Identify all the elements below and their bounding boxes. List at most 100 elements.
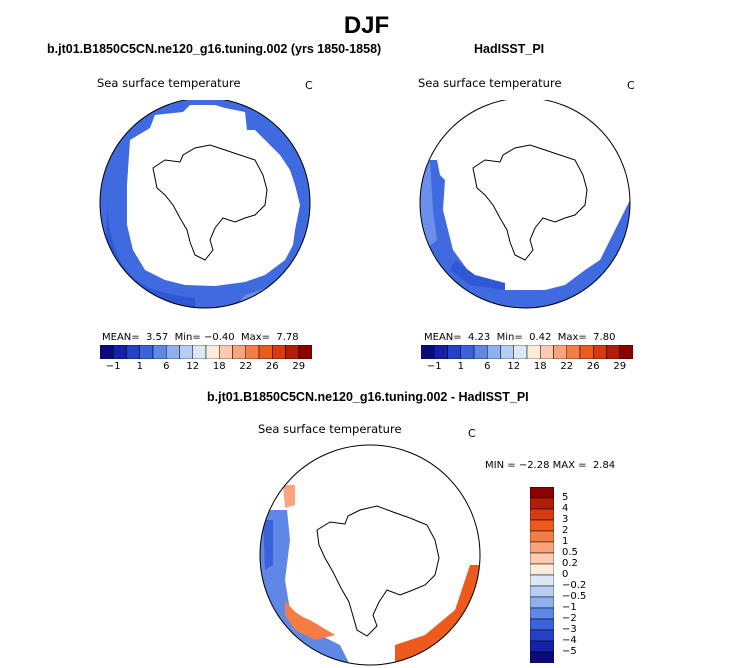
colorbar-swatch [487, 345, 501, 359]
panel3-subtitle: Sea surface temperature [258, 422, 402, 436]
colorbar-swatch [113, 345, 127, 359]
panel3-positive-region-west [285, 600, 335, 640]
colorbar-tick-label: 18 [533, 361, 547, 372]
colorbar-swatch [530, 596, 554, 609]
colorbar-swatch [530, 607, 554, 620]
colorbar-swatch [219, 345, 233, 359]
colorbar-tick-label: 26 [586, 361, 600, 372]
panel2-colorbar [421, 345, 633, 359]
panel2-ocean-warm-strip [420, 160, 437, 250]
panel2-subtitle: Sea surface temperature [418, 76, 562, 90]
panel1-map-border [99, 100, 311, 309]
colorbar-tick-label: −1 [426, 361, 442, 372]
colorbar-swatch [205, 345, 220, 359]
panel3-colorbar-labels: 5 4 3 2 1 0.5 0.2 0 −0.2 −0.5 −1 −2 −3 −4 −5 [562, 487, 602, 663]
colorbar-tick-label: 1 [457, 361, 464, 372]
colorbar-tick-label: −0.2 [562, 580, 587, 591]
panel1-colorbar-labels: −1 1 6 12 18 22 26 29 [100, 361, 312, 375]
colorbar-swatch [285, 345, 299, 359]
colorbar-swatch [126, 345, 140, 359]
colorbar-swatch [593, 345, 607, 359]
colorbar-swatch [298, 345, 312, 359]
colorbar-tick-label: 1 [562, 536, 569, 547]
colorbar-swatch [540, 345, 554, 359]
colorbar-tick-label: 2 [562, 525, 569, 536]
panel3-map-border [259, 444, 481, 666]
colorbar-tick-label: −2 [562, 613, 577, 624]
colorbar-tick-label: −1 [562, 602, 577, 613]
colorbar-swatch [258, 345, 273, 359]
colorbar-swatch [272, 345, 286, 359]
colorbar-tick-label: −4 [562, 635, 577, 646]
colorbar-swatch [530, 563, 554, 576]
colorbar-swatch [579, 345, 594, 359]
colorbar-tick-label: 18 [212, 361, 226, 372]
panel2-map-border [419, 100, 631, 309]
panel3-units: C [468, 427, 476, 440]
colorbar-tick-label: 3 [562, 514, 569, 525]
colorbar-tick-label: −1 [105, 361, 121, 372]
colorbar-tick-label: 5 [562, 492, 569, 503]
colorbar-swatch [530, 574, 554, 587]
panel1-antarctica-outline [152, 144, 268, 261]
colorbar-swatch [530, 530, 554, 543]
page-title: DJF [343, 12, 390, 39]
colorbar-swatch [530, 552, 554, 565]
panel1-stats: MEAN= 3.57 Min= −0.40 Max= 7.78 [102, 332, 299, 343]
panel2-background [420, 100, 630, 308]
colorbar-tick-label: 0.2 [562, 558, 578, 569]
panel3-strong-negative-region [263, 520, 273, 570]
colorbar-swatch [530, 640, 554, 653]
panel2-units: C [627, 79, 635, 92]
colorbar-swatch [139, 345, 154, 359]
panel3-title: b.jt01.B1850C5CN.ne120_g16.tuning.002 - … [207, 390, 529, 404]
panel2-colorbar-labels: −1 1 6 12 18 22 26 29 [421, 361, 633, 375]
colorbar-tick-label: 1 [136, 361, 143, 372]
colorbar-swatch [473, 345, 488, 359]
colorbar-tick-label: −0.5 [562, 591, 587, 602]
panel2-antarctica-outline [472, 144, 588, 261]
colorbar-tick-label: 0.5 [562, 547, 578, 558]
colorbar-swatch [447, 345, 461, 359]
colorbar-tick-label: 0 [562, 569, 569, 580]
colorbar-swatch [526, 345, 541, 359]
colorbar-swatch [179, 345, 193, 359]
colorbar-tick-label: −5 [562, 646, 577, 657]
colorbar-swatch [566, 345, 581, 359]
panel2-stats: MEAN= 4.23 Min= 0.42 Max= 7.80 [424, 332, 616, 343]
colorbar-swatch [530, 541, 554, 554]
colorbar-tick-label: 29 [613, 361, 627, 372]
colorbar-swatch [500, 345, 514, 359]
panel1-units: C [305, 79, 313, 92]
panel3-background [260, 445, 480, 665]
colorbar-tick-label: −3 [562, 624, 577, 635]
colorbar-tick-label: 12 [507, 361, 521, 372]
colorbar-tick-label: 6 [484, 361, 491, 372]
colorbar-tick-label: 29 [292, 361, 306, 372]
colorbar-swatch [245, 345, 260, 359]
colorbar-tick-label: 22 [239, 361, 253, 372]
colorbar-swatch [530, 618, 554, 631]
panel2-map [419, 100, 631, 309]
panel3-colorbar [530, 487, 554, 663]
colorbar-swatch [530, 487, 554, 499]
colorbar-swatch [100, 345, 114, 359]
panel1-map [99, 100, 311, 309]
colorbar-swatch [553, 345, 567, 359]
colorbar-swatch [619, 345, 633, 359]
colorbar-swatch [192, 345, 207, 359]
colorbar-swatch [232, 345, 246, 359]
colorbar-tick-label: 12 [186, 361, 200, 372]
colorbar-tick-label: 6 [163, 361, 170, 372]
panel2-title: HadISST_PI [474, 42, 545, 56]
colorbar-swatch [530, 508, 554, 521]
colorbar-swatch [434, 345, 448, 359]
colorbar-swatch [152, 345, 167, 359]
colorbar-swatch [530, 651, 554, 663]
colorbar-swatch [530, 519, 554, 532]
colorbar-swatch [421, 345, 435, 359]
colorbar-swatch [460, 345, 475, 359]
colorbar-tick-label: 4 [562, 503, 569, 514]
panel3-antarctica-outline [316, 505, 440, 637]
colorbar-tick-label: 26 [265, 361, 279, 372]
